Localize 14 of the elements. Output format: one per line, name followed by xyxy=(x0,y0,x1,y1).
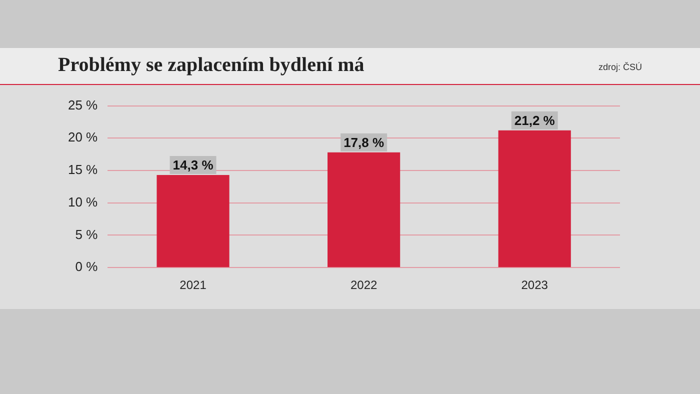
data-label: 14,3 % xyxy=(172,158,214,173)
y-tick-label: 0 % xyxy=(75,259,98,274)
x-tick-label: 2023 xyxy=(521,278,548,292)
y-tick-label: 5 % xyxy=(75,226,98,242)
y-tick-label: 25 % xyxy=(68,97,98,112)
y-tick-label: 20 % xyxy=(68,130,98,145)
y-tick-label: 15 % xyxy=(68,162,98,178)
text: zdroj: ČSÚ xyxy=(598,62,642,72)
y-tick-label: 10 % xyxy=(68,194,98,210)
chart-title: Problémy se zaplacením bydlení má xyxy=(58,54,364,77)
x-tick-label: 2022 xyxy=(350,278,378,292)
data-label: 17,8 % xyxy=(344,134,384,150)
x-tick-label: 2021 xyxy=(180,278,207,292)
data-label: 21,2 % xyxy=(514,112,556,128)
